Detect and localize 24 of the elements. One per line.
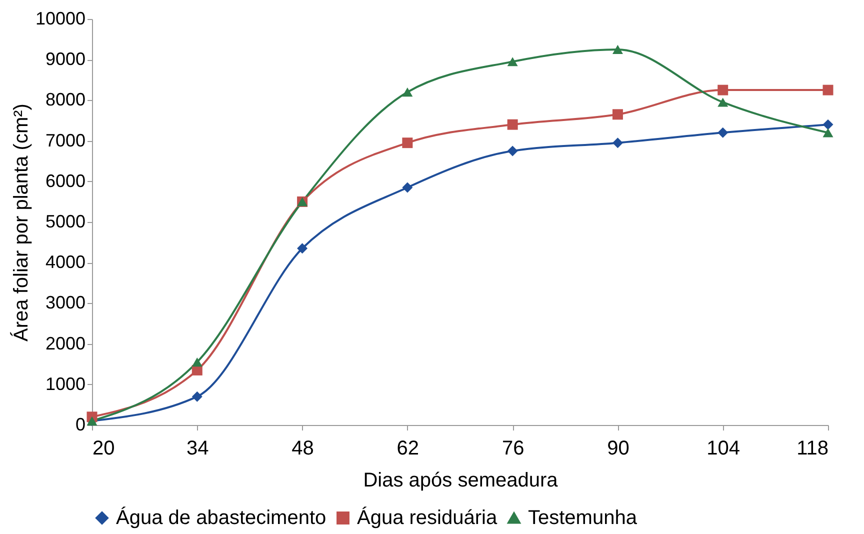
y-tick-label: 0 [75,414,86,434]
x-tick-label: 20 [92,438,115,460]
y-tick-label: 7000 [45,130,86,150]
legend-label: Testemunha [528,507,638,529]
legend-label: Água de abastecimento [116,506,326,529]
x-tick-label: 34 [186,438,209,460]
y-tick-label: 3000 [45,292,86,313]
x-tick-label: 62 [396,438,420,460]
y-tick-label: 9000 [45,49,86,70]
x-tick-label: 90 [607,438,630,460]
y-tick-label: 6000 [45,170,86,191]
y-tick-label: 4000 [45,252,86,272]
y-axis-title: Área foliar por planta (cm²) [9,104,32,342]
x-tick-label: 104 [706,438,740,460]
x-tick-label: 118 [796,438,828,460]
y-tick-label: 8000 [45,90,86,110]
x-tick-label: 76 [502,438,524,460]
y-tick-label: 1000 [45,374,86,394]
x-axis-title: Dias após semeadura [363,470,559,492]
y-tick-label: 5000 [45,212,86,232]
y-tick-label: 2000 [45,333,86,354]
legend-label: Água residuária [357,506,498,529]
x-tick-label: 48 [292,438,314,460]
y-tick-label: 10000 [35,8,86,28]
